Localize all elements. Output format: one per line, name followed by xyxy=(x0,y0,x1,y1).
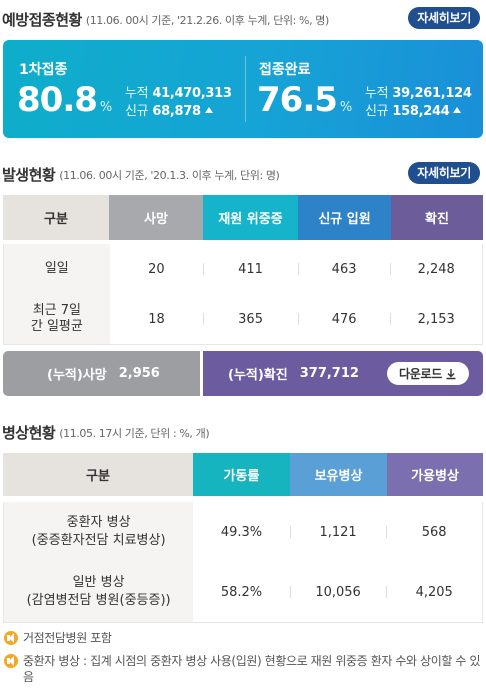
weekly-severe: 365 xyxy=(203,294,298,344)
header-category: 구분 xyxy=(3,195,109,240)
header-confirmed: 확진 xyxy=(391,195,483,240)
occurrence-title: 발생현황 xyxy=(2,166,56,184)
table-row: 최근 7일간 일평균 18 365 476 2,153 xyxy=(4,294,482,344)
weekly-death: 18 xyxy=(148,311,165,327)
cumulative-death-label: (누적)사망 xyxy=(47,368,107,383)
first-dose-block: 1차접종 80.8% 누적 41,470,313 신규 68,878 xyxy=(17,40,245,138)
general-owned: 10,056 xyxy=(289,562,387,622)
row-label-icu: 중환자 병상 (중증환자전담 치료병상) xyxy=(4,502,194,562)
weekly-confirmed: 2,153 xyxy=(390,294,482,344)
general-available: 4,205 xyxy=(386,562,482,622)
beds-table: 구분 가동률 보유병상 가용병상 중환자 병상 (중증환자전담 치료병상) 49.… xyxy=(3,453,483,623)
header-severe: 재원 위중증 xyxy=(203,195,298,240)
complete-dose-total: 누적 39,261,124 xyxy=(365,86,472,101)
complete-dose-label: 접종완료 xyxy=(259,62,311,78)
occurrence-detail-button[interactable]: 자세히보기 xyxy=(408,162,480,184)
triangle-up-icon xyxy=(453,107,462,113)
first-dose-label: 1차접종 xyxy=(19,62,68,78)
complete-dose-block: 접종완료 76.5% 누적 39,261,124 신규 158,244 xyxy=(257,40,479,138)
vaccination-title: 예방접종현황 xyxy=(2,11,82,29)
beds-table-header: 구분 가동률 보유병상 가용병상 xyxy=(3,453,483,496)
beds-note: (11.05. 17시 기준, 단위 : %, 개) xyxy=(59,426,210,440)
cumulative-confirmed-bar: (누적)확진 377,712 다운로드 xyxy=(203,351,483,396)
header-utilization: 가동률 xyxy=(193,453,290,496)
beds-title: 병상현황 xyxy=(2,424,56,442)
footnote-text: 중환자 병상 : 집계 시점의 중환자 병상 사용(입원) 현황으로 재원 위중… xyxy=(23,654,481,684)
list-item: 거점전담병원 포함 xyxy=(4,630,482,646)
header-available-beds: 가용병상 xyxy=(387,453,483,496)
icu-owned: 1,121 xyxy=(289,502,387,562)
table-row: 일반 병상 (감염병전담 병원(중등증)) 58.2% 10,056 4,205 xyxy=(4,562,482,622)
beds-header: 병상현황 (11.05. 17시 기준, 단위 : %, 개) xyxy=(2,422,210,443)
occurrence-note: (11.06. 00시 기준, '20.1.3. 이후 누계, 단위: 명) xyxy=(59,168,280,182)
daily-confirmed: 2,248 xyxy=(390,244,482,294)
first-dose-rate: 80.8% xyxy=(17,80,112,120)
row-label-daily: 일일 xyxy=(4,244,110,294)
table-row: 일일 20 411 463 2,248 xyxy=(4,244,482,294)
beds-table-body: 중환자 병상 (중증환자전담 치료병상) 49.3% 1,121 568 일반 병… xyxy=(3,502,483,623)
daily-admission: 463 xyxy=(297,244,391,294)
vaccination-card: 1차접종 80.8% 누적 41,470,313 신규 68,878 접종완료 76… xyxy=(3,40,483,138)
row-label-general: 일반 병상 (감염병전담 병원(중등증)) xyxy=(4,562,194,622)
daily-death: 20 xyxy=(148,261,165,277)
vaccination-detail-button[interactable]: 자세히보기 xyxy=(408,7,480,29)
table-row: 중환자 병상 (중증환자전담 치료병상) 49.3% 1,121 568 xyxy=(4,502,482,562)
first-dose-new: 신규 68,878 xyxy=(125,100,213,119)
icu-available: 568 xyxy=(386,502,482,562)
cumulative-death-bar: (누적)사망 2,956 xyxy=(3,351,200,396)
cumulative-confirmed-value: 377,712 xyxy=(299,366,359,381)
footnotes: 거점전담병원 포함 중환자 병상 : 집계 시점의 중환자 병상 사용(입원) … xyxy=(4,630,482,692)
cumulative-confirmed-label: (누적)확진 xyxy=(228,368,288,383)
first-dose-total: 누적 41,470,313 xyxy=(125,86,232,101)
vaccination-note: (11.06. 00시 기준, '21.2.26. 이후 누계, 단위: %, … xyxy=(85,13,330,27)
occurrence-table: 구분 사망 재원 위중증 신규 입원 확진 일일 20 411 463 2,24… xyxy=(3,195,483,345)
occurrence-header: 발생현황 (11.06. 00시 기준, '20.1.3. 이후 누계, 단위:… xyxy=(2,164,280,185)
occurrence-table-header: 구분 사망 재원 위중증 신규 입원 확진 xyxy=(3,195,483,240)
header-admission: 신규 입원 xyxy=(298,195,391,240)
header-category: 구분 xyxy=(3,453,193,496)
complete-dose-new: 신규 158,244 xyxy=(365,100,462,119)
download-label: 다운로드 xyxy=(399,367,442,381)
download-icon xyxy=(446,368,456,379)
row-label-weekly-avg: 최근 7일간 일평균 xyxy=(4,294,110,344)
header-owned-beds: 보유병상 xyxy=(290,453,387,496)
header-death: 사망 xyxy=(109,195,203,240)
general-utilization: 58.2% xyxy=(220,584,263,600)
triangle-up-icon xyxy=(204,107,213,113)
vaccination-divider xyxy=(245,56,246,122)
occurrence-table-body: 일일 20 411 463 2,248 최근 7일간 일평균 18 365 47… xyxy=(3,244,483,345)
complete-dose-rate: 76.5% xyxy=(257,80,352,120)
cumulative-death-value: 2,956 xyxy=(118,366,160,381)
vaccination-header: 예방접종현황 (11.06. 00시 기준, '21.2.26. 이후 누계, … xyxy=(2,9,329,30)
daily-severe: 411 xyxy=(203,244,298,294)
icu-utilization: 49.3% xyxy=(220,524,263,540)
speaker-icon xyxy=(4,654,18,668)
weekly-admission: 476 xyxy=(297,294,391,344)
speaker-icon xyxy=(4,631,18,645)
footnote-text: 거점전담병원 포함 xyxy=(23,631,112,645)
download-button[interactable]: 다운로드 xyxy=(387,362,469,385)
list-item: 중환자 병상 : 집계 시점의 중환자 병상 사용(입원) 현황으로 재원 위중… xyxy=(4,653,482,685)
